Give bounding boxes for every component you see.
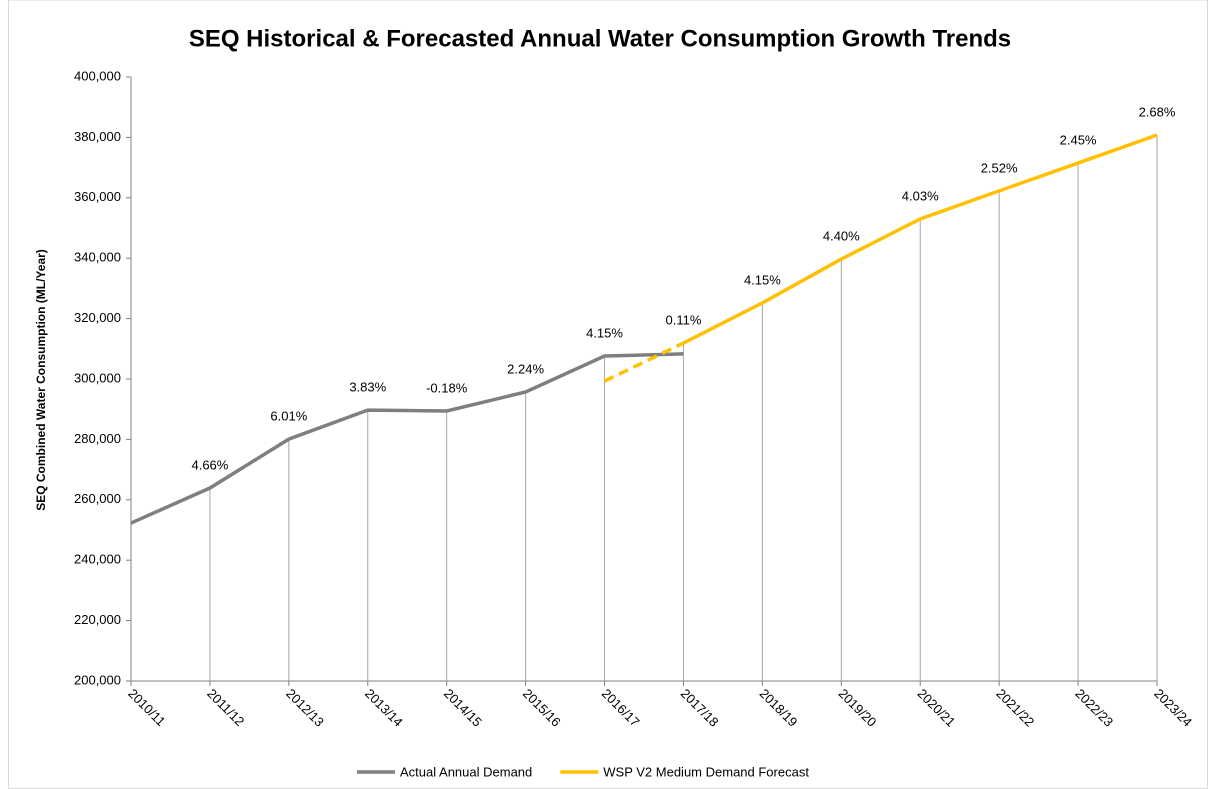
series-line xyxy=(603,341,685,383)
y-tick-label: 260,000 xyxy=(74,491,121,506)
chart-title: SEQ Historical & Forecasted Annual Water… xyxy=(189,25,1011,52)
growth-label: 2.45% xyxy=(1060,133,1097,148)
growth-label: -0.18% xyxy=(426,380,468,395)
growth-label: 2.52% xyxy=(981,160,1018,175)
growth-label: 3.83% xyxy=(349,380,386,395)
y-tick-label: 320,000 xyxy=(74,310,121,325)
y-tick-label: 200,000 xyxy=(74,672,121,687)
y-tick-label: 380,000 xyxy=(74,129,121,144)
y-tick-label: 340,000 xyxy=(74,250,121,265)
y-tick-label: 240,000 xyxy=(74,552,121,567)
growth-label: 2.68% xyxy=(1139,104,1176,119)
growth-label: 4.40% xyxy=(823,229,860,244)
y-axis-label: SEQ Combined Water Consumption (ML/Year) xyxy=(34,249,48,511)
y-tick-label: 300,000 xyxy=(74,370,121,385)
growth-label: 6.01% xyxy=(270,409,307,424)
y-tick-label: 360,000 xyxy=(74,189,121,204)
growth-label: 4.15% xyxy=(586,325,623,340)
growth-label: 2.24% xyxy=(507,361,544,376)
series-line xyxy=(130,352,684,525)
y-tick-label: 280,000 xyxy=(74,431,121,446)
chart-frame xyxy=(8,0,1208,789)
y-tick-label: 400,000 xyxy=(74,68,121,83)
legend-label: Actual Annual Demand xyxy=(400,764,532,779)
growth-label: 4.66% xyxy=(191,457,228,472)
series-line xyxy=(682,133,1158,345)
y-tick-label: 220,000 xyxy=(74,612,121,627)
growth-label: 0.11% xyxy=(666,312,702,327)
growth-label: 4.15% xyxy=(744,272,781,287)
legend-label: WSP V2 Medium Demand Forecast xyxy=(603,764,809,779)
growth-label: 4.03% xyxy=(902,188,939,203)
